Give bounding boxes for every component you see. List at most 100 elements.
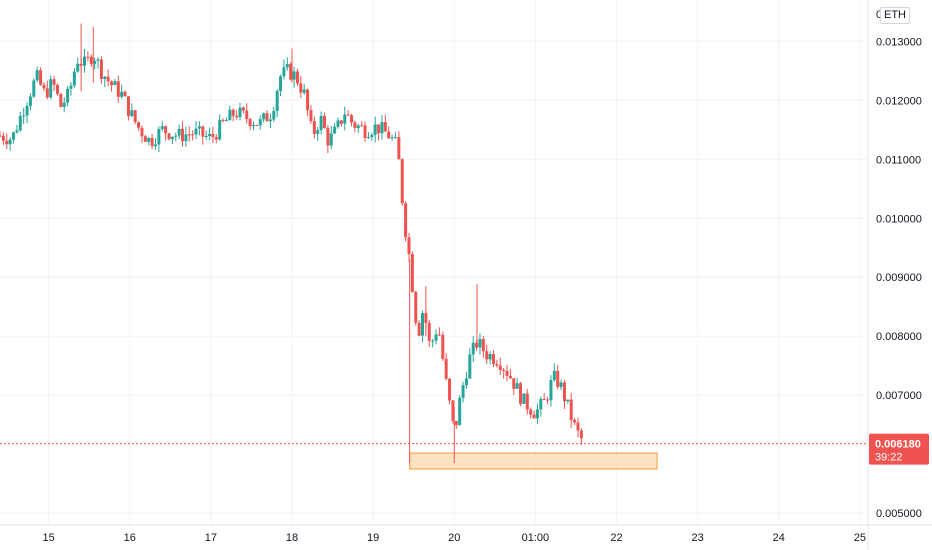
candle-body (103, 76, 107, 79)
candle-body (133, 110, 137, 123)
candle-body (83, 56, 87, 66)
price-tick-label: 0.007000 (876, 390, 922, 402)
time-tick-label: 25 (854, 532, 866, 544)
candle-body (0, 135, 2, 137)
candle-body (258, 119, 262, 126)
candle-body (387, 131, 391, 139)
candle-body (444, 358, 448, 379)
candle-body (512, 378, 516, 389)
candle-body (262, 113, 266, 120)
candle-body (245, 110, 249, 120)
candle-body (498, 365, 502, 370)
candle-body (126, 96, 130, 117)
candle-body (177, 128, 181, 136)
candle-body (289, 63, 293, 80)
candle-body (150, 137, 154, 147)
candle-body (579, 430, 583, 439)
candle-body (282, 67, 286, 77)
candle-body (468, 354, 472, 379)
candle-body (120, 91, 124, 97)
time-tick-label: 01:00 (522, 532, 550, 544)
candle-body (197, 126, 201, 129)
candle-body (360, 125, 364, 127)
candle-body (106, 76, 110, 82)
candle-body (28, 96, 32, 106)
candle-body (191, 134, 195, 136)
time-tick-label: 17 (205, 532, 217, 544)
candle-body (248, 119, 252, 127)
price-tick-label: 0.012000 (876, 95, 922, 107)
candle-body (441, 334, 445, 359)
support-zone[interactable] (409, 452, 658, 470)
candle-body (66, 88, 70, 103)
candle-body (110, 81, 114, 86)
candle-body (116, 81, 120, 97)
candle-body (292, 71, 296, 80)
candle-body (130, 110, 134, 117)
time-tick-label: 20 (448, 532, 460, 544)
candle-body (302, 89, 306, 93)
price-tick-label: 0.010000 (876, 213, 922, 225)
candle-body (285, 63, 289, 68)
candle-body (45, 88, 49, 98)
candle-body (208, 133, 212, 136)
candle-body (252, 125, 256, 127)
candle-body (502, 369, 506, 371)
time-tick-label: 16 (124, 532, 136, 544)
candle-body (350, 115, 354, 123)
candle-body (1, 135, 5, 141)
candle-body (329, 133, 333, 146)
candle-body (377, 124, 381, 134)
candle-body (279, 76, 283, 92)
candle-body (546, 399, 550, 401)
candle-body (93, 60, 97, 64)
candle-body (522, 393, 526, 404)
time-tick-label: 18 (286, 532, 298, 544)
candle-body (49, 79, 53, 98)
candle-body (312, 121, 316, 134)
candle-body (471, 342, 475, 355)
candle-body (309, 110, 313, 122)
candle-body (481, 339, 485, 352)
candle-body (18, 115, 22, 131)
candle-body (5, 140, 9, 145)
candle-body (221, 119, 225, 121)
currency-tag[interactable]: ETH (880, 7, 910, 24)
time-tick-label: 15 (43, 532, 55, 544)
candle-body (164, 126, 168, 134)
candle-body (89, 56, 93, 64)
candle-body (519, 383, 523, 404)
candle-body (265, 113, 269, 122)
candle-body (488, 354, 492, 360)
candle-body (72, 71, 76, 86)
candle-body (35, 70, 39, 81)
candle-body (153, 144, 157, 147)
time-axis[interactable]: 15 16 17 18 19 20 01:00 22 23 24 25 (43, 532, 866, 544)
candle-body (454, 420, 458, 426)
support-zone-rect[interactable] (409, 452, 658, 470)
candle-body (562, 382, 566, 402)
candle-body (464, 378, 468, 386)
candle-body (339, 120, 343, 124)
candle-body (326, 127, 330, 146)
candle-body (194, 128, 198, 135)
candle-body (414, 291, 418, 323)
candle-body (96, 59, 100, 61)
candle-body (99, 59, 103, 79)
candle-body (573, 419, 577, 423)
candle-body (535, 409, 539, 419)
candle-body (52, 79, 56, 85)
candle-body (458, 397, 462, 426)
candle-body (295, 71, 299, 84)
candle-body (448, 378, 452, 401)
candle-body (383, 122, 387, 132)
price-tick-label: 0.005000 (876, 508, 922, 520)
candle-body (390, 137, 394, 139)
candle-body (170, 136, 174, 140)
candle-body (42, 84, 46, 89)
candle-body (241, 107, 245, 111)
candle-body (181, 128, 185, 142)
candle-body (184, 134, 188, 142)
candle-body (461, 385, 465, 398)
